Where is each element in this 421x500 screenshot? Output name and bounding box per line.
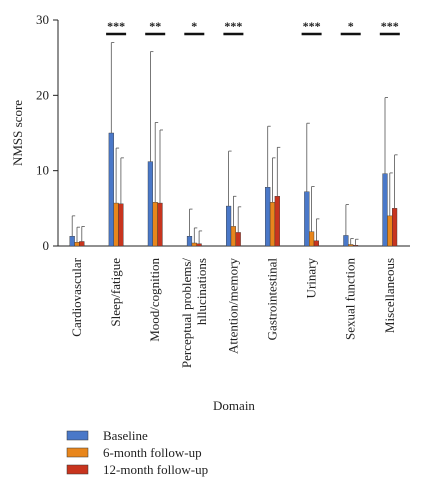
x-tick-labels: Cardiovascular Sleep/fatigue Mood/cognitio… <box>69 257 397 368</box>
legend-label: 6-month follow-up <box>103 445 202 460</box>
bar <box>191 242 197 247</box>
significance-label: *** <box>303 19 321 33</box>
bar <box>348 244 354 247</box>
legend-swatch <box>66 447 89 458</box>
x-axis-label: Domain <box>213 398 255 413</box>
x-tick-label-line: Sleep/fatigue <box>108 258 123 327</box>
bar <box>79 241 85 247</box>
x-tick-label-line: hllucinations <box>194 258 209 325</box>
bar <box>113 202 119 247</box>
bar <box>309 231 315 247</box>
x-tick-label-line: Mood/cognition <box>147 258 162 342</box>
legend-label: 12-month follow-up <box>103 462 208 477</box>
x-tick-label: Cardiovascular <box>69 257 84 336</box>
legend: Baseline 6-month follow-up 12-month follow… <box>66 428 208 477</box>
bar <box>235 232 241 247</box>
x-tick-label-line: Attention/memory <box>225 258 240 355</box>
bar <box>230 226 237 247</box>
bar <box>313 240 320 247</box>
bar <box>69 236 75 247</box>
bar <box>147 161 154 247</box>
x-tick-label-text: Gastrointestinal <box>265 258 280 341</box>
x-tick-label: Gastrointestinal <box>265 258 280 341</box>
significance-label: ** <box>149 19 161 33</box>
error-bars <box>71 42 398 246</box>
x-tick-label-text: Mood/cognition <box>147 258 162 342</box>
x-tick-label-text: Miscellaneous <box>382 258 397 333</box>
x-tick-label-line: Urinary <box>304 258 319 299</box>
x-tick-label-text: Urinary <box>304 258 319 299</box>
x-tick-label-text: Cardiovascular <box>69 257 84 336</box>
x-tick-label: Urinary <box>304 258 319 299</box>
significance-label: *** <box>381 19 399 33</box>
bar <box>108 132 114 247</box>
bar <box>352 245 359 247</box>
significance-markers: *** ** * *** *** * *** <box>106 19 400 36</box>
x-tick-label-text: Sleep/fatigue <box>108 258 123 327</box>
bar <box>343 235 349 247</box>
x-tick-label: Sexual function <box>343 258 358 340</box>
significance-label: * <box>191 19 197 33</box>
legend-swatch <box>66 430 89 441</box>
significance-label: *** <box>224 19 242 33</box>
x-tick-label-text: Attention/memory <box>225 258 240 355</box>
y-axis-label: NMSS score <box>10 100 25 166</box>
y-tick-label: 10 <box>36 163 49 178</box>
bar <box>265 187 271 247</box>
significance-label: * <box>348 19 354 33</box>
bar <box>269 202 276 247</box>
x-tick-label-line: Perceptual problems/ <box>179 258 194 368</box>
y-tick-label: 20 <box>36 87 49 102</box>
x-tick-label: Miscellaneous <box>382 258 397 333</box>
y-ticks: 0 10 20 30 <box>36 12 58 253</box>
x-tick-label-text: Sexual function <box>343 258 358 340</box>
bar <box>274 196 280 247</box>
bar <box>157 202 163 247</box>
bar <box>225 205 232 247</box>
x-tick-label: Mood/cognition <box>147 258 162 342</box>
bar <box>118 203 124 247</box>
bar <box>387 215 393 247</box>
bar <box>382 173 388 247</box>
significance-label: *** <box>107 19 125 33</box>
x-tick-label-line: Cardiovascular <box>69 257 84 336</box>
x-tick-label: Perceptual problems/hllucinations <box>179 258 209 368</box>
y-tick-label: 30 <box>36 12 49 27</box>
x-tick-label-line: Miscellaneous <box>382 258 397 333</box>
x-tick-label-line: Gastrointestinal <box>265 258 280 341</box>
legend-swatch <box>66 464 89 475</box>
bar <box>196 243 202 247</box>
x-tick-label-line: Sexual function <box>343 258 358 340</box>
x-tick-label: Attention/memory <box>225 258 240 355</box>
bar <box>152 202 158 247</box>
bars <box>69 132 398 247</box>
bar <box>304 191 310 247</box>
x-tick-label-text: Perceptual problems/hllucinations <box>179 258 209 368</box>
x-tick-label: Sleep/fatigue <box>108 258 123 327</box>
bar <box>74 242 80 247</box>
bar <box>186 236 193 247</box>
legend-label: Baseline <box>103 428 148 443</box>
bar <box>392 208 398 247</box>
y-tick-label: 0 <box>43 238 50 253</box>
